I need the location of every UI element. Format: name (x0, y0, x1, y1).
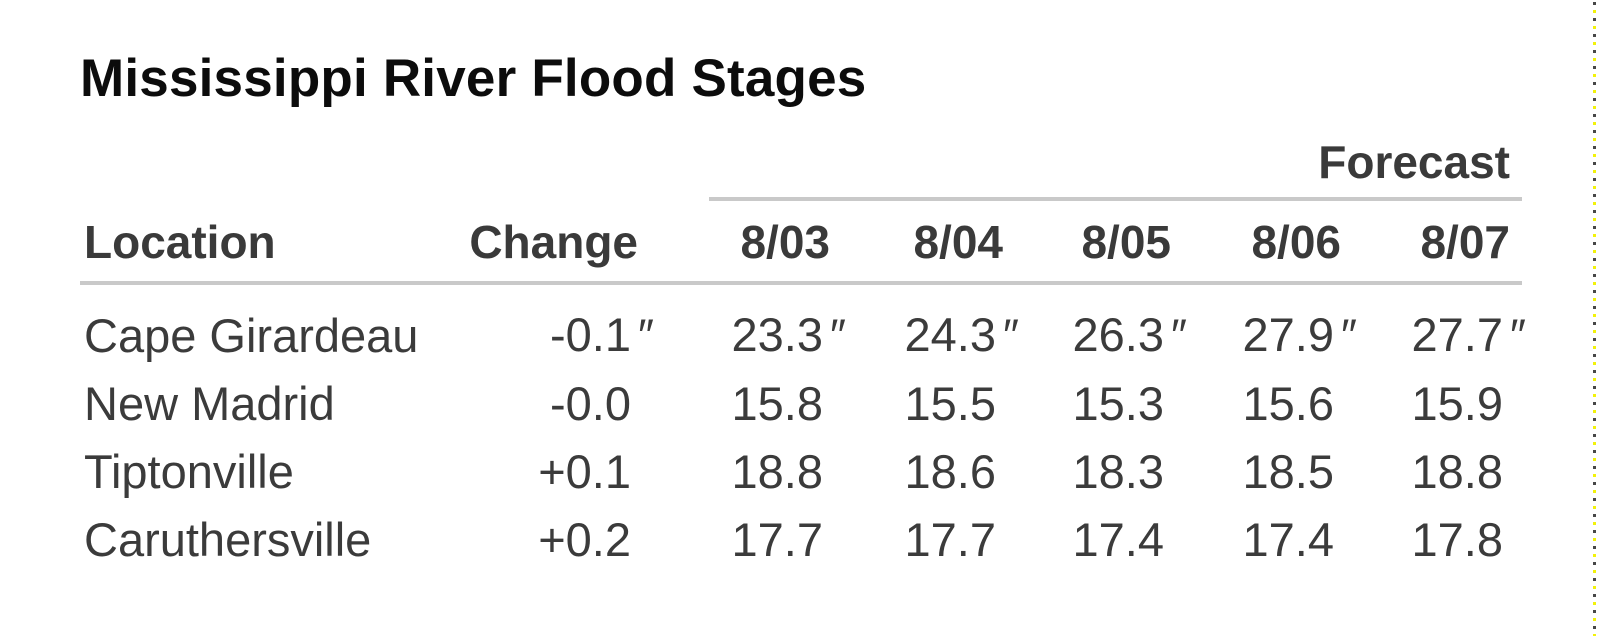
stage-value: 23.3 (731, 308, 823, 361)
col-header-date-4: 8/06 (1251, 216, 1341, 268)
stage-value: 18.8 (731, 445, 823, 498)
stage-value: 17.7 (904, 513, 996, 566)
stage-cell: 18.6 (842, 438, 1015, 506)
stage-value: 18.8 (1411, 445, 1503, 498)
table-row: Tiptonville +0.1 18.8 18.6 18.3 18.5 18.… (80, 438, 1522, 506)
stage-cell: 17.8 (1353, 506, 1522, 574)
location-cell: Caruthersville (84, 513, 372, 566)
col-header-date-1: 8/03 (740, 216, 830, 268)
change-cell: +0.1 (465, 438, 650, 506)
stage-value: 15.5 (904, 377, 996, 430)
col-header-date-5: 8/07 (1420, 216, 1510, 268)
stage-cell: 18.5 (1183, 438, 1353, 506)
table-row: New Madrid -0.0 15.8 15.5 15.3 15.6 15.9 (80, 370, 1522, 438)
stage-value: 18.3 (1072, 445, 1164, 498)
col-header-date-3: 8/05 (1081, 216, 1171, 268)
location-cell: Cape Girardeau (84, 308, 419, 362)
stage-value: 27.7 (1411, 308, 1503, 361)
change-value: +0.1 (538, 445, 631, 498)
stage-value: 17.7 (731, 513, 823, 566)
stage-cell: 17.7 (842, 506, 1015, 574)
stage-cell: 26.3 ″ (1015, 283, 1187, 370)
inch-mark: ″ (1341, 310, 1357, 361)
stage-value: 24.3 (904, 308, 996, 361)
flood-stages-table: Location Change 8/03 8/04 8/05 8/06 8/07… (80, 201, 1526, 574)
stage-cell: 17.4 (1183, 506, 1353, 574)
forecast-group-label: Forecast (1318, 136, 1510, 188)
table-header-row: Location Change 8/03 8/04 8/05 8/06 8/07 (80, 201, 1522, 283)
page-title: Mississippi River Flood Stages (80, 49, 867, 108)
stage-cell: 24.3 ″ (842, 283, 1019, 370)
col-header-date-2: 8/04 (913, 216, 1003, 268)
stage-value: 17.4 (1242, 513, 1334, 566)
change-cell: -0.1 ″ (465, 283, 654, 370)
stage-cell: 15.3 (1015, 370, 1183, 438)
stage-value: 18.5 (1242, 445, 1334, 498)
inch-mark: ″ (1510, 310, 1526, 361)
stage-cell: 18.3 (1015, 438, 1183, 506)
stage-value: 17.4 (1072, 513, 1164, 566)
stage-cell: 17.7 (650, 506, 842, 574)
stage-value: 15.6 (1242, 377, 1334, 430)
change-value: +0.2 (538, 513, 631, 566)
stage-value: 15.8 (731, 377, 823, 430)
stage-cell: 17.4 (1015, 506, 1183, 574)
inch-mark: ″ (638, 310, 654, 361)
col-header-change: Change (469, 216, 638, 268)
stage-value: 17.8 (1411, 513, 1503, 566)
stage-cell: 15.8 (650, 370, 842, 438)
col-header-location: Location (84, 216, 276, 268)
right-edge-dotted-border (1593, 2, 1596, 636)
inch-mark: ″ (1003, 310, 1019, 361)
location-cell: New Madrid (84, 377, 335, 430)
stage-cell: 23.3 ″ (650, 283, 846, 370)
stage-value: 18.6 (904, 445, 996, 498)
inch-mark: ″ (1171, 310, 1187, 361)
stage-value: 26.3 (1072, 308, 1164, 361)
stage-value: 15.3 (1072, 377, 1164, 430)
change-cell: +0.2 (465, 506, 650, 574)
stage-value: 15.9 (1411, 377, 1503, 430)
stage-cell: 18.8 (650, 438, 842, 506)
table-row: Caruthersville +0.2 17.7 17.7 17.4 17.4 … (80, 506, 1522, 574)
change-value: -0.0 (550, 377, 631, 430)
table-row: Cape Girardeau -0.1 ″ 23.3 ″ 24.3 ″ 26.3 ″ 2… (80, 283, 1526, 370)
change-value: -0.1 (550, 308, 631, 361)
stage-cell: 27.7 ″ (1353, 283, 1526, 370)
inch-mark: ″ (830, 310, 846, 361)
stage-cell: 18.8 (1353, 438, 1522, 506)
change-cell: -0.0 (465, 370, 650, 438)
stage-cell: 15.6 (1183, 370, 1353, 438)
location-cell: Tiptonville (84, 445, 294, 498)
stage-cell: 27.9 ″ (1183, 283, 1357, 370)
stage-cell: 15.9 (1353, 370, 1522, 438)
stage-cell: 15.5 (842, 370, 1015, 438)
forecast-underline (709, 197, 1522, 201)
stage-value: 27.9 (1242, 308, 1334, 361)
